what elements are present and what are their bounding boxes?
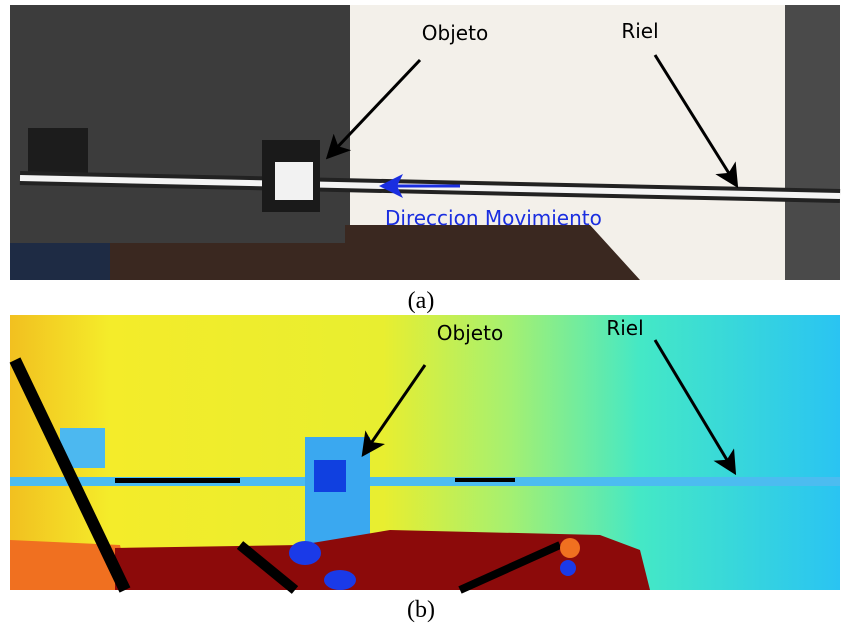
depth-blob bbox=[324, 570, 356, 590]
figure: Objeto Riel Direccion Movimiento (a) Obj… bbox=[0, 0, 843, 626]
annotation: Direccion Movimiento bbox=[385, 206, 602, 230]
floor-blue bbox=[10, 243, 110, 280]
panel-b: Objeto Riel bbox=[10, 315, 840, 590]
motor bbox=[28, 128, 88, 173]
annotation: Riel bbox=[621, 19, 658, 43]
shadow bbox=[455, 478, 515, 482]
depth-blob bbox=[560, 538, 580, 558]
depth-blob bbox=[560, 560, 576, 576]
right-wall bbox=[785, 5, 840, 280]
annotation: Riel bbox=[606, 316, 643, 340]
annotation: Objeto bbox=[422, 21, 488, 45]
depth-blob bbox=[289, 541, 321, 565]
object-core bbox=[314, 460, 346, 492]
shadow bbox=[115, 478, 240, 483]
caption: (a) bbox=[408, 288, 435, 314]
panel-a: Objeto Riel Direccion Movimiento bbox=[10, 5, 840, 280]
page: Objeto Riel Direccion Movimiento (a) Obj… bbox=[0, 0, 843, 626]
annotation: Objeto bbox=[437, 321, 503, 345]
object bbox=[275, 162, 313, 200]
caption: (b) bbox=[407, 597, 435, 623]
